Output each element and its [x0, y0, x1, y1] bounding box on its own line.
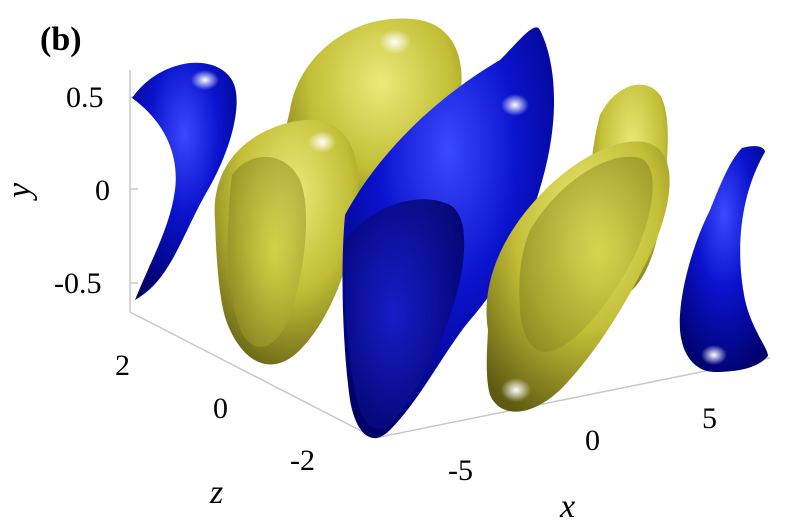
blue-lobe-left [132, 62, 237, 300]
y-tick-label: 0 [95, 174, 110, 207]
yellow-lobe-front-right [486, 141, 670, 412]
x-axis-line [374, 357, 771, 439]
axes-box [129, 70, 771, 439]
z-tick-label: 2 [115, 349, 130, 382]
blue-lobe-right [679, 146, 768, 372]
z-tick-label: -2 [290, 444, 315, 477]
yellow-lobe-front-left [214, 119, 359, 365]
x-tick-label: 0 [585, 424, 600, 457]
x-tick-label: -5 [448, 454, 473, 487]
panel-label: (b) [40, 21, 82, 58]
z-axis-label: z [209, 474, 223, 511]
blue-lobe-center [342, 27, 555, 439]
y-axis-label: y [1, 182, 38, 201]
x-tick-label: 5 [702, 402, 717, 435]
z-axis-line [129, 311, 376, 439]
z-tick-label: 0 [213, 392, 228, 425]
y-tick-label: -0.5 [54, 267, 102, 300]
y-tick-label: 0.5 [66, 81, 104, 114]
x-axis-label: x [559, 488, 575, 525]
